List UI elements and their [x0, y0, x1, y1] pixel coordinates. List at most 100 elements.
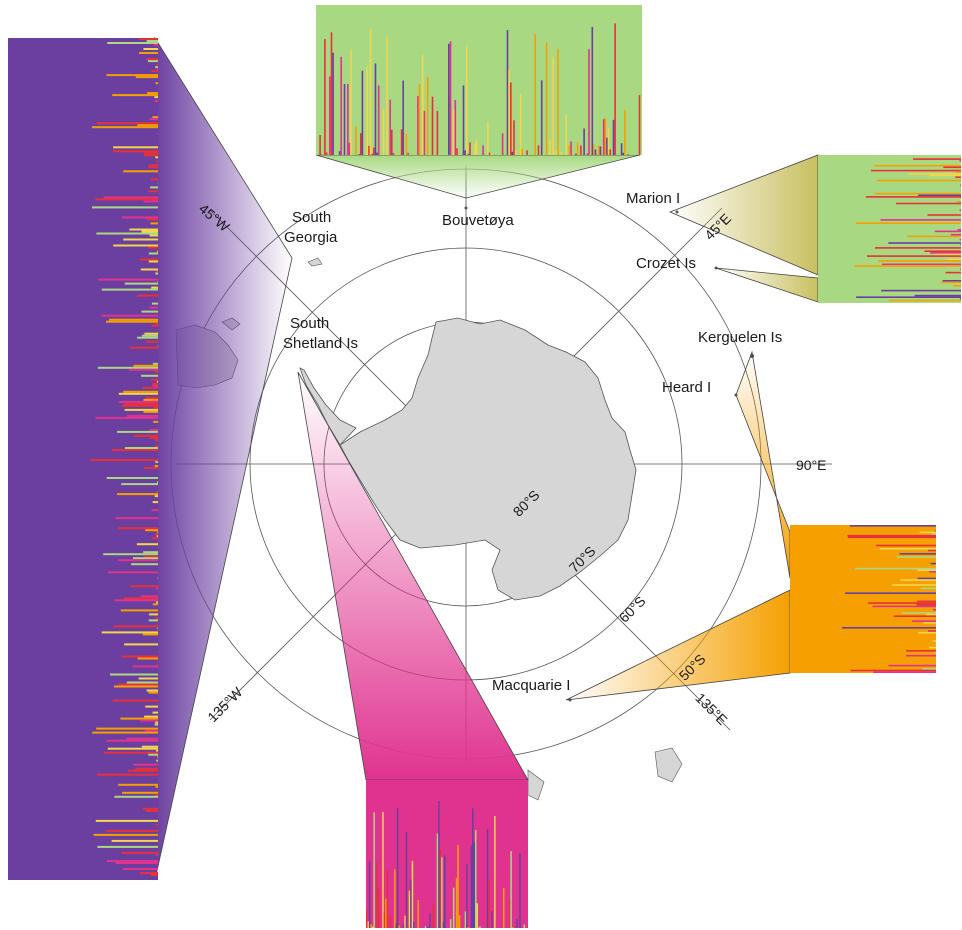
admixture-bar	[441, 857, 443, 928]
admixture-bar	[145, 396, 158, 399]
admixture-bar	[135, 767, 158, 770]
admixture-bar	[103, 196, 158, 199]
admixture-bar	[411, 860, 414, 928]
admixture-bar	[464, 150, 466, 155]
admixture-bar	[439, 849, 442, 928]
admixture-bar	[139, 38, 158, 40]
admixture-bar	[95, 416, 158, 419]
admixture-bar	[386, 869, 389, 928]
label-south-shetland-1: South	[290, 315, 329, 332]
admixture-bar	[555, 150, 558, 155]
admixture-bar	[148, 164, 158, 167]
admixture-bar	[127, 414, 158, 417]
admixture-bar	[371, 926, 374, 928]
admixture-bar	[513, 120, 515, 155]
admixture-bar	[96, 232, 158, 235]
admixture-bar	[111, 449, 158, 451]
admixture-bar	[477, 927, 480, 928]
admixture-bar	[367, 921, 369, 928]
admixture-bar	[920, 587, 936, 590]
admixture-bar	[607, 127, 610, 155]
label-bouvetoya: Bouvetøya	[442, 212, 514, 229]
admixture-bar	[155, 587, 158, 590]
admixture-bar	[144, 332, 158, 335]
admixture-bar	[129, 368, 158, 371]
admixture-bar	[395, 922, 397, 928]
admixture-bar	[130, 585, 158, 588]
admixture-bar	[407, 927, 409, 928]
admixture-bar	[888, 242, 961, 244]
admixture-bar	[888, 299, 961, 302]
admixture-bar	[470, 845, 473, 928]
admixture-bar	[157, 531, 158, 534]
admixture-bar	[133, 763, 158, 766]
admixture-bar	[137, 124, 158, 127]
admixture-bar	[874, 164, 961, 167]
admixture-bar	[124, 408, 158, 411]
admixture-bar	[426, 926, 428, 928]
admixture-bar	[410, 154, 413, 155]
admixture-bar	[614, 23, 616, 156]
admixture-bar	[126, 737, 158, 740]
admixture-bar	[472, 808, 474, 928]
admixture-bar	[129, 228, 158, 231]
admixture-bar	[448, 43, 450, 155]
admixture-bar	[120, 609, 158, 612]
admixture-bar	[156, 250, 158, 253]
admixture-bar	[506, 30, 509, 156]
admixture-bar	[526, 926, 528, 928]
label-135w: 135°W	[204, 683, 246, 725]
admixture-bar	[638, 95, 641, 155]
admixture-bar	[856, 296, 961, 298]
panel-south-georgia-bars	[90, 38, 158, 876]
admixture-bar	[923, 622, 936, 624]
admixture-bar	[503, 888, 505, 928]
admixture-bar	[959, 298, 961, 300]
admixture-bar	[368, 145, 370, 155]
admixture-bar	[534, 33, 536, 155]
admixture-bar	[149, 306, 158, 309]
admixture-bar	[148, 246, 158, 249]
admixture-bar	[382, 812, 384, 928]
antarctic-peninsula	[299, 367, 357, 446]
admixture-bar	[917, 577, 936, 580]
admixture-bar	[442, 921, 445, 928]
admixture-bar	[396, 808, 399, 928]
admixture-bar	[469, 142, 471, 155]
admixture-bar	[96, 122, 158, 125]
admixture-bar	[143, 152, 158, 155]
admixture-bar	[942, 280, 961, 282]
admixture-bar	[157, 627, 158, 630]
admixture-bar	[606, 137, 608, 155]
admixture-bar	[124, 402, 158, 405]
admixture-bar	[101, 288, 158, 291]
tasmania	[654, 747, 683, 783]
label-kerguelen: Kerguelen Is	[698, 329, 782, 346]
admixture-bar	[410, 879, 412, 928]
admixture-bar	[932, 608, 936, 611]
admixture-bar	[598, 145, 600, 155]
admixture-bar	[956, 171, 961, 173]
admixture-bar	[143, 551, 158, 554]
admixture-bar	[93, 833, 158, 836]
admixture-bar	[121, 851, 158, 854]
admixture-bar	[475, 139, 478, 155]
admixture-bar	[376, 862, 378, 928]
admixture-bar	[932, 640, 936, 642]
admixture-bar	[114, 795, 158, 798]
admixture-bar	[908, 173, 961, 175]
admixture-bar	[849, 525, 936, 527]
admixture-bar	[157, 870, 158, 872]
admixture-bar	[900, 579, 936, 581]
admixture-bar	[855, 567, 936, 570]
admixture-bar	[106, 829, 158, 832]
admixture-bar	[111, 839, 158, 842]
admixture-bar	[847, 534, 936, 537]
admixture-bar	[90, 459, 158, 461]
admixture-bar	[145, 705, 158, 708]
admixture-bar	[392, 153, 395, 155]
admixture-bar	[391, 129, 393, 155]
admixture-bar	[325, 152, 328, 155]
admixture-bar	[878, 260, 961, 262]
admixture-bar	[847, 536, 936, 539]
